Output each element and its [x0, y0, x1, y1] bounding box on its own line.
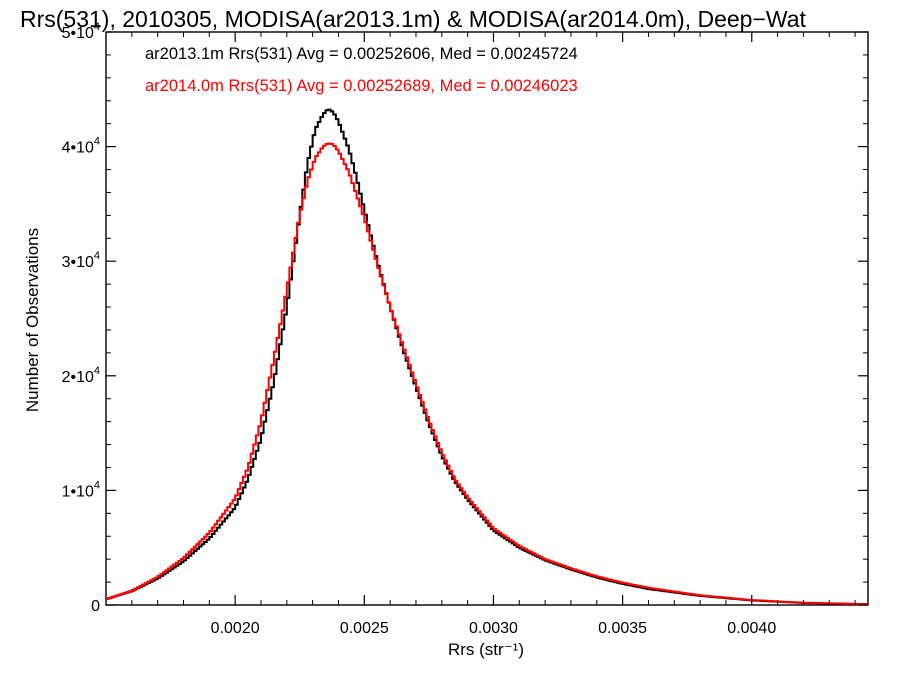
y-tick-label: 4•104 [62, 136, 100, 157]
y-tick-label: 0 [91, 598, 100, 615]
x-tick-label: 0.0020 [211, 620, 260, 637]
y-tick-label: 2•104 [62, 365, 100, 386]
plot-area [105, 31, 869, 606]
x-tick-label: 0.0025 [340, 620, 389, 637]
ticks-layer: 0.0020 0.0025 0.0030 0.0035 0.0040 0 1•104 2•10… [62, 21, 868, 637]
y-tick-label: 3•104 [62, 250, 100, 271]
y-axis-label: Number of Observations [23, 228, 42, 412]
x-tick-label: 0.0030 [469, 620, 518, 637]
plot-frame [105, 31, 869, 606]
series-line-ar2014.0m [106, 142, 868, 606]
series-line-ar2013.1m [106, 108, 868, 606]
x-tick-label: 0.0040 [727, 620, 776, 637]
legend: ar2013.1m Rrs(531) Avg = 0.00252606, Med… [145, 45, 578, 95]
legend-entry-ar2014: ar2014.0m Rrs(531) Avg = 0.00252689, Med… [145, 77, 578, 95]
y-tick-label: 1•104 [62, 479, 100, 500]
legend-entry-ar2013: ar2013.1m Rrs(531) Avg = 0.00252606, Med… [145, 45, 578, 63]
series-layer [106, 108, 868, 606]
x-axis-label: Rrs (str⁻¹) [448, 640, 524, 659]
y-tick-label: 5•104 [62, 21, 100, 42]
chart-title: Rrs(531), 2010305, MODISA(ar2013.1m) & M… [20, 6, 807, 32]
x-tick-label: 0.0035 [598, 620, 647, 637]
